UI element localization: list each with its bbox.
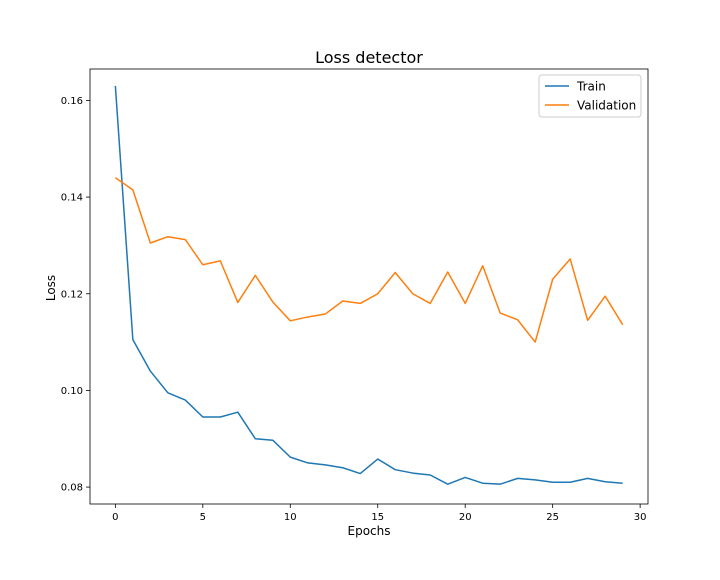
x-tick-label: 25 [546,512,559,523]
y-axis-label: Loss [44,275,58,301]
axes-frame [89,68,649,505]
y-tick-label: 0.10 [61,386,83,397]
plot-area [90,69,648,504]
series-layer [114,85,624,485]
series-line-validation [114,177,624,343]
x-tick-label: 10 [284,512,297,523]
y-tick-label: 0.14 [61,193,83,204]
legend: Train Validation [538,74,642,118]
legend-label-validation: Validation [577,99,636,113]
y-tick-label: 0.12 [61,289,83,300]
x-axis-label: Epochs [348,524,391,538]
x-tick-label: 30 [634,512,647,523]
plot-background [90,69,648,504]
x-tick-label: 20 [459,512,472,523]
chart-title: Loss detector [315,48,423,67]
x-tick-label: 15 [371,512,384,523]
y-tick-label: 0.16 [61,96,83,107]
axes-layer: 0 5 10 15 20 25 30 0.08 0.10 0.12 0.14 0.16 [61,68,649,523]
legend-label-train: Train [576,80,606,94]
x-tick-label: 0 [112,512,118,523]
y-tick-label: 0.08 [61,483,83,494]
x-tick-label: 5 [200,512,206,523]
series-line-train [114,85,623,485]
